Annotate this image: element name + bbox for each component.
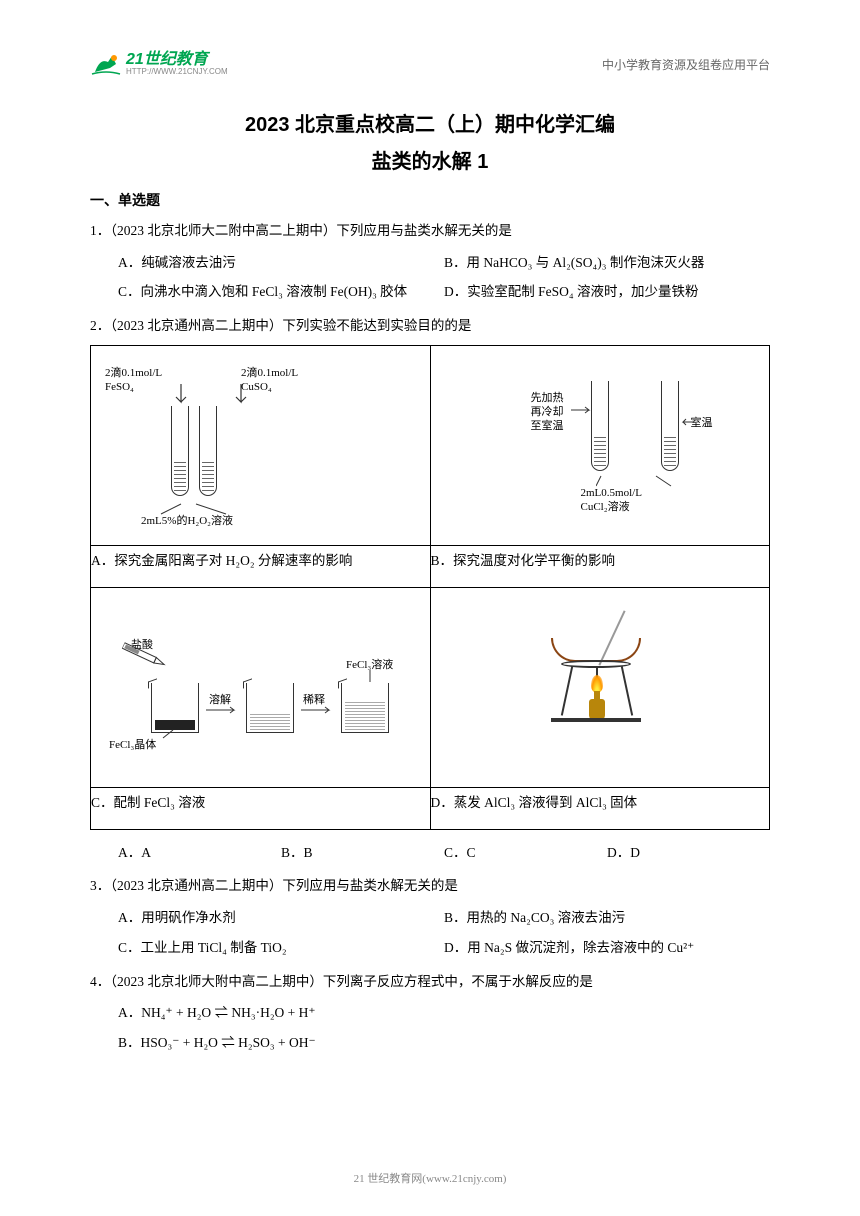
page-footer: 21 世纪教育网(www.21cnjy.com) — [0, 1170, 860, 1186]
evaporating-dish-icon — [551, 638, 641, 662]
q2-answer-options: A．A B．B C．C D．D — [90, 838, 770, 868]
tripod-leg-3 — [620, 666, 632, 715]
logo: 21世纪教育 HTTP://WWW.21CNJY.COM — [90, 50, 228, 78]
cellB-label3: 2mL0.5mol/LCuCl₂溶液 — [581, 486, 642, 515]
q3-optB: B．用热的 Na₂CO₃ 溶液去油污 — [444, 903, 770, 933]
q3-optA: A．用明矾作净水剂 — [118, 903, 444, 933]
exp-cell-A-caption: A．探究金属阳离子对 H₂O₂ 分解速率的影响 — [91, 545, 431, 587]
q4-options: A．NH₄⁺ + H₂O ⇌ NH₃·H₂O + H⁺ B．HSO₃⁻ + H₂… — [90, 998, 770, 1057]
cellB-label1: 先加热再冷却至室温 — [531, 391, 564, 434]
tube-3 — [591, 381, 609, 471]
question-3: 3．（2023 北京通州高二上期中）下列应用与盐类水解无关的是 A．用明矾作净水… — [90, 871, 770, 962]
cellC-label5: FeCl₃晶体 — [109, 738, 156, 752]
q2-ansC: C．C — [444, 838, 607, 868]
q2-ansD: D．D — [607, 838, 770, 868]
q1-text: 1．（2023 北京北师大二附中高二上期中）下列应用与盐类水解无关的是 — [90, 216, 770, 246]
q2-ansB: B．B — [281, 838, 444, 868]
question-2: 2．（2023 北京通州高二上期中）下列实验不能达到实验目的的是 2滴0.1mo… — [90, 311, 770, 867]
page-header: 21世纪教育 HTTP://WWW.21CNJY.COM 中小学教育资源及组卷应… — [90, 50, 770, 78]
burner-icon — [585, 683, 609, 721]
q1-optD: D．实验室配制 FeSO₄ 溶液时，加少量铁粉 — [444, 277, 770, 307]
exp-cell-B-img: 先加热再冷却至室温 室温 2mL0.5mol/LCuCl₂溶液 — [430, 345, 770, 545]
question-4: 4．（2023 北京北师大附中高二上期中）下列离子反应方程式中，不属于水解反应的… — [90, 967, 770, 1058]
exp-cell-A-img: 2滴0.1mol/LFeSO₄ 2滴0.1mol/LCuSO₄ 2mL5%的H₂… — [91, 345, 431, 545]
q1-optA: A．纯碱溶液去油污 — [118, 248, 444, 278]
q3-options: A．用明矾作净水剂 B．用热的 Na₂CO₃ 溶液去油污 C．工业上用 TiCl… — [90, 903, 770, 962]
beaker-2 — [246, 683, 294, 733]
tripod-leg-1 — [560, 666, 572, 715]
cellA-label3: 2mL5%的H₂O₂溶液 — [141, 514, 233, 528]
exp-cell-C-img: 盐酸 FeCl₃晶体 溶解 稀释 — [91, 587, 431, 787]
cellA-label1: 2滴0.1mol/LFeSO₄ — [105, 366, 162, 395]
q1-optC: C．向沸水中滴入饱和 FeCl₃ 溶液制 Fe(OH)₃ 胶体 — [118, 277, 444, 307]
tube-2 — [199, 406, 217, 496]
section-header-1: 一、单选题 — [90, 190, 770, 210]
beaker-3 — [341, 683, 389, 733]
header-right-text: 中小学教育资源及组卷应用平台 — [602, 56, 770, 73]
q3-optC: C．工业上用 TiCl₄ 制备 TiO₂ — [118, 933, 444, 963]
q2-text: 2．（2023 北京通州高二上期中）下列实验不能达到实验目的的是 — [90, 311, 770, 341]
question-1: 1．（2023 北京北师大二附中高二上期中）下列应用与盐类水解无关的是 A．纯碱… — [90, 216, 770, 307]
logo-url-text: HTTP://WWW.21CNJY.COM — [126, 68, 228, 76]
base-line — [551, 718, 641, 722]
tube-1 — [171, 406, 189, 496]
exp-cell-D-caption: D．蒸发 AlCl₃ 溶液得到 AlCl₃ 固体 — [430, 787, 770, 829]
title-main: 2023 北京重点校高二（上）期中化学汇编 — [90, 108, 770, 137]
logo-main-text: 21世纪教育 — [126, 52, 228, 68]
exp-cell-C-caption: C．配制 FeCl₃ 溶液 — [91, 787, 431, 829]
tube-4 — [661, 381, 679, 471]
logo-text: 21世纪教育 HTTP://WWW.21CNJY.COM — [126, 52, 228, 76]
q3-text: 3．（2023 北京通州高二上期中）下列应用与盐类水解无关的是 — [90, 871, 770, 901]
q4-text: 4．（2023 北京北师大附中高二上期中）下列离子反应方程式中，不属于水解反应的… — [90, 967, 770, 997]
q4-optA: A．NH₄⁺ + H₂O ⇌ NH₃·H₂O + H⁺ — [118, 998, 770, 1028]
beaker-1 — [151, 683, 199, 733]
logo-icon — [90, 50, 122, 78]
q1-options: A．纯碱溶液去油污 B．用 NaHCO₃ 与 Al₂(SO₄)₃ 制作泡沫灭火器… — [90, 248, 770, 307]
experiment-table: 2滴0.1mol/LFeSO₄ 2滴0.1mol/LCuSO₄ 2mL5%的H₂… — [90, 345, 770, 830]
q3-optD: D．用 Na₂S 做沉淀剂，除去溶液中的 Cu²⁺ — [444, 933, 770, 963]
q2-ansA: A．A — [118, 838, 281, 868]
exp-cell-B-caption: B．探究温度对化学平衡的影响 — [430, 545, 770, 587]
exp-cell-D-img — [430, 587, 770, 787]
title-sub: 盐类的水解 1 — [90, 145, 770, 174]
q4-optB: B．HSO₃⁻ + H₂O ⇌ H₂SO₃ + OH⁻ — [118, 1028, 770, 1058]
q1-optB: B．用 NaHCO₃ 与 Al₂(SO₄)₃ 制作泡沫灭火器 — [444, 248, 770, 278]
